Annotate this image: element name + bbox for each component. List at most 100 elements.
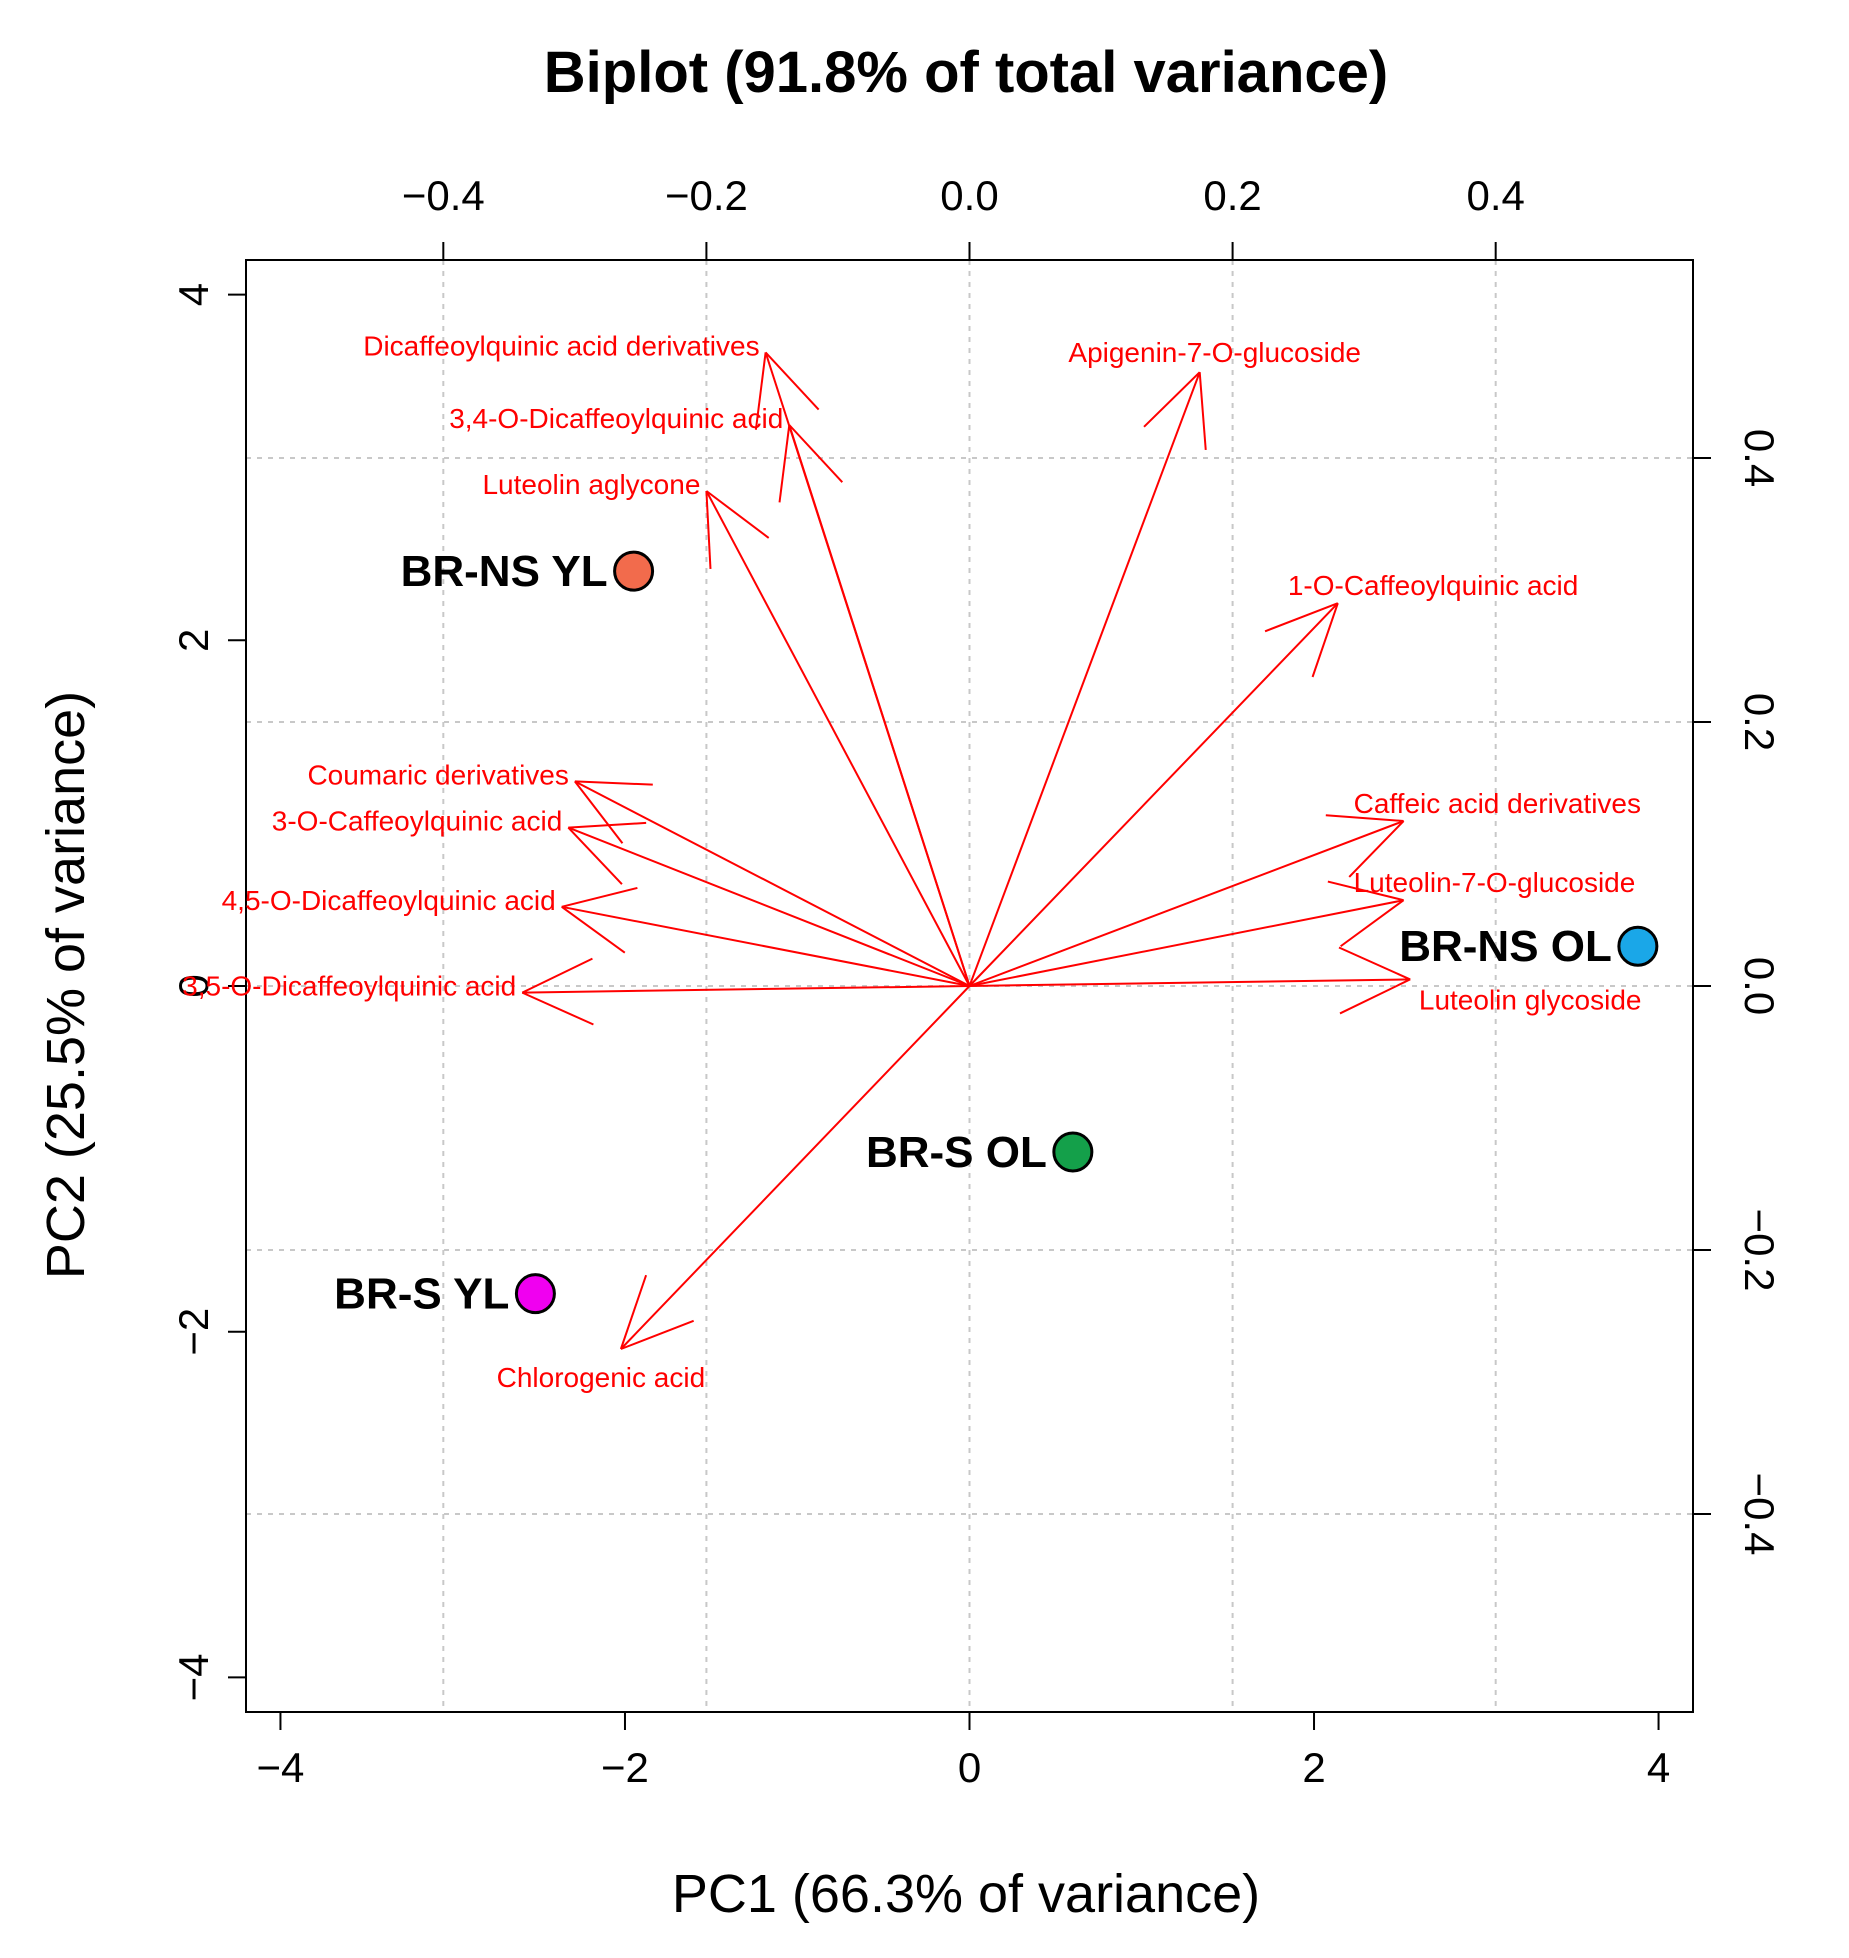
- observation-label: BR-S OL: [866, 1128, 1047, 1177]
- y-tick-label: 0: [170, 974, 217, 997]
- loading-arrow-head: [705, 490, 770, 539]
- loading-label: 1-O-Caffeoylquinic acid: [1288, 570, 1579, 601]
- x-tick-label: −4: [257, 1744, 305, 1791]
- observation-point: BR-S YL: [334, 1270, 556, 1319]
- loading-arrow: Coumaric derivatives: [307, 759, 970, 987]
- loading-arrow: Luteolin glycoside: [969, 946, 1642, 1015]
- loading-arrow-shaft: [968, 602, 1339, 987]
- loading-arrow: Luteolin aglycone: [482, 469, 971, 987]
- loading-arrow-head: [1327, 880, 1404, 902]
- loading-arrow-head: [1143, 371, 1201, 428]
- loading-arrow-shaft: [561, 905, 970, 987]
- loading-arrow-head: [1348, 820, 1405, 878]
- loading-arrow-head: [1325, 814, 1404, 822]
- loading-arrow-shaft: [574, 780, 970, 987]
- loading-arrow-head: [1339, 978, 1411, 1015]
- loading-arrow: Chlorogenic acid: [497, 985, 971, 1393]
- observation-marker: [1617, 925, 1659, 967]
- loading-arrow-head: [764, 351, 820, 411]
- loading-label: Luteolin aglycone: [482, 469, 700, 500]
- right-tick-label: −0.4: [1736, 1473, 1783, 1556]
- loading-arrow-head: [521, 957, 593, 994]
- loading-arrow-shaft: [968, 371, 1201, 987]
- loading-arrow: Caffeic acid derivatives: [969, 788, 1641, 987]
- observation-point: BR-NS OL: [1399, 922, 1659, 971]
- loading-arrow-head: [1340, 899, 1405, 948]
- loading-arrow: Luteolin-7-O-glucoside: [969, 867, 1636, 987]
- top-tick-label: 0.2: [1203, 172, 1261, 219]
- observation-label: BR-NS OL: [1399, 922, 1612, 971]
- loading-arrow-shaft: [620, 985, 971, 1350]
- loading-label: Coumaric derivatives: [307, 759, 568, 790]
- loading-arrow-head: [574, 780, 624, 844]
- loading-label: Apigenin-7-O-glucoside: [1068, 337, 1361, 368]
- loading-arrow-head: [521, 991, 594, 1026]
- y-tick-label: 2: [170, 629, 217, 652]
- observation-label: BR-S YL: [334, 1270, 509, 1319]
- loading-arrow-head: [561, 905, 626, 954]
- loading-arrow-head: [1198, 372, 1207, 451]
- loading-arrow-head: [619, 1274, 648, 1350]
- loading-arrow-shaft: [522, 985, 970, 994]
- loading-arrow: 3,5-O-Dicaffeoylquinic acid: [182, 957, 970, 1026]
- loading-arrow-head: [705, 490, 712, 569]
- loading-arrow-head: [1311, 602, 1339, 678]
- loading-arrow: 3-O-Caffeoylquinic acid: [272, 806, 970, 987]
- loading-arrow-head: [788, 424, 844, 483]
- loading-label: Chlorogenic acid: [497, 1362, 706, 1393]
- loading-label: Dicaffeoylquinic acid derivatives: [363, 330, 759, 361]
- y-tick-label: 4: [170, 283, 217, 306]
- x-tick-label: 4: [1647, 1744, 1670, 1791]
- loading-arrow: 4,5-O-Dicaffeoylquinic acid: [222, 885, 970, 987]
- loading-arrow-head: [574, 780, 653, 786]
- loading-arrow: 1-O-Caffeoylquinic acid: [968, 570, 1579, 987]
- right-tick-label: 0.4: [1736, 429, 1783, 487]
- loading-label: Luteolin glycoside: [1419, 984, 1642, 1015]
- loading-arrows: Dicaffeoylquinic acid derivatives 3,4-O-D…: [182, 330, 1641, 1393]
- y-tick-label: −2: [170, 1308, 217, 1356]
- observation-points: BR-NS YL BR-NS OL BR-S OL BR-S YL: [334, 547, 1659, 1319]
- right-tick-label: 0.0: [1736, 957, 1783, 1015]
- right-tick-label: 0.2: [1736, 693, 1783, 751]
- loading-arrow-shaft: [969, 899, 1404, 987]
- observation-marker: [613, 550, 655, 592]
- top-tick-label: −0.4: [402, 172, 485, 219]
- observation-marker: [514, 1273, 556, 1315]
- loading-arrow-shaft: [705, 490, 971, 987]
- top-tick-label: −0.2: [665, 172, 748, 219]
- x-axis-label: PC1 (66.3% of variance): [672, 1864, 1260, 1924]
- loading-arrow: 3,4-O-Dicaffeoylquinic acid: [449, 403, 971, 987]
- loading-arrow-shaft: [969, 820, 1404, 987]
- loading-arrow-shaft: [567, 826, 970, 987]
- loading-arrow-shaft: [788, 424, 971, 987]
- loading-arrow-head: [1264, 602, 1339, 633]
- y-tick-label: −4: [170, 1653, 217, 1701]
- top-tick-label: 0.4: [1466, 172, 1524, 219]
- axes-layer: −4 −2 0 2 4 −4 −2 0 2 4 −0.4 −0.2 0.0 0.2 0.4 −0.4 −0.2 0…: [170, 172, 1783, 1791]
- x-tick-label: 0: [958, 1744, 981, 1791]
- loading-arrow-head: [561, 886, 638, 908]
- observation-point: BR-S OL: [866, 1128, 1094, 1177]
- observation-point: BR-NS YL: [401, 547, 655, 596]
- loading-arrow-head: [778, 424, 791, 503]
- loading-arrow-head: [1338, 946, 1411, 981]
- loading-label: 3,4-O-Dicaffeoylquinic acid: [449, 403, 783, 434]
- observation-marker: [1052, 1131, 1094, 1173]
- loading-arrow-head: [620, 1319, 695, 1350]
- loading-arrow-head: [568, 821, 647, 829]
- x-tick-label: 2: [1302, 1744, 1325, 1791]
- observation-label: BR-NS YL: [401, 547, 608, 596]
- loading-label: 3,5-O-Dicaffeoylquinic acid: [182, 971, 516, 1002]
- loading-label: 3-O-Caffeoylquinic acid: [272, 806, 563, 837]
- right-tick-label: −0.2: [1736, 1209, 1783, 1292]
- loading-label: 4,5-O-Dicaffeoylquinic acid: [222, 885, 556, 916]
- loading-arrow: Apigenin-7-O-glucoside: [968, 337, 1361, 987]
- loading-arrow-head: [754, 352, 767, 430]
- loading-arrow-shaft: [969, 978, 1411, 987]
- top-tick-label: 0.0: [940, 172, 998, 219]
- loading-label: Luteolin-7-O-glucoside: [1354, 867, 1636, 898]
- x-tick-label: −2: [601, 1744, 649, 1791]
- chart-title: Biplot (91.8% of total variance): [544, 40, 1388, 105]
- y-axis-label: PC2 (25.5% of variance): [36, 691, 96, 1279]
